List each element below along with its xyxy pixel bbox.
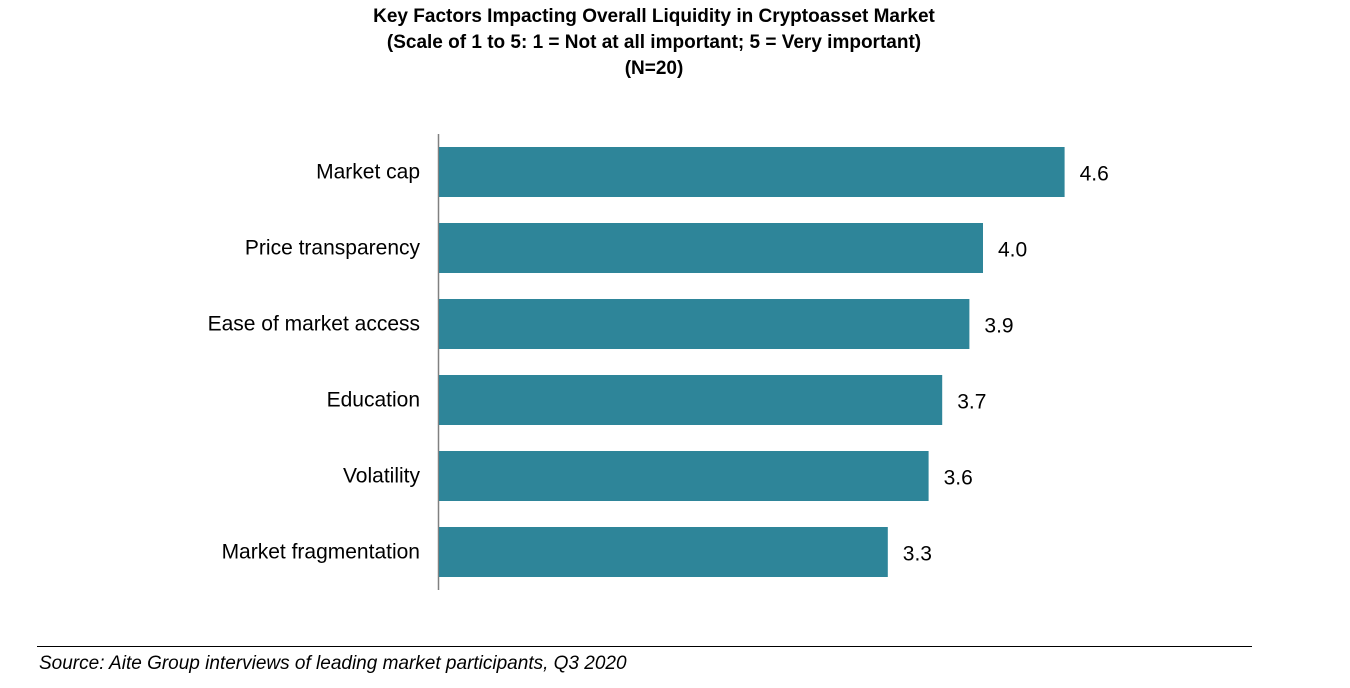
category-label: Market cap	[316, 161, 420, 184]
chart-title: Key Factors Impacting Overall Liquidity …	[373, 6, 935, 27]
bar-market-cap	[439, 147, 1065, 197]
category-label: Ease of market access	[208, 313, 420, 336]
value-label: 4.0	[998, 239, 1027, 262]
value-label: 3.7	[957, 391, 986, 414]
category-label: Education	[327, 389, 420, 412]
value-label: 4.6	[1080, 163, 1109, 186]
source-note: Source: Aite Group interviews of leading…	[39, 653, 627, 674]
bar-price-transparency	[439, 223, 983, 273]
bar-volatility	[439, 451, 929, 501]
bar-series: Market cap 4.6 Price transparency 4.0 Ease o…	[208, 147, 1109, 577]
category-label: Market fragmentation	[222, 541, 420, 564]
chart-subtitle: (Scale of 1 to 5: 1 = Not at all importa…	[386, 32, 922, 53]
category-label: Price transparency	[245, 237, 421, 260]
chart-sample-size: (N=20)	[624, 58, 684, 79]
bar-ease-of-market-access	[439, 299, 970, 349]
value-label: 3.3	[903, 543, 932, 566]
chart-title-block: Key Factors Impacting Overall Liquidity …	[0, 4, 1308, 82]
category-label: Volatility	[343, 465, 421, 488]
value-label: 3.9	[984, 315, 1013, 338]
bar-market-fragmentation	[439, 527, 888, 577]
value-label: 3.6	[944, 467, 973, 490]
bar-education	[439, 375, 943, 425]
source-divider	[37, 646, 1252, 647]
